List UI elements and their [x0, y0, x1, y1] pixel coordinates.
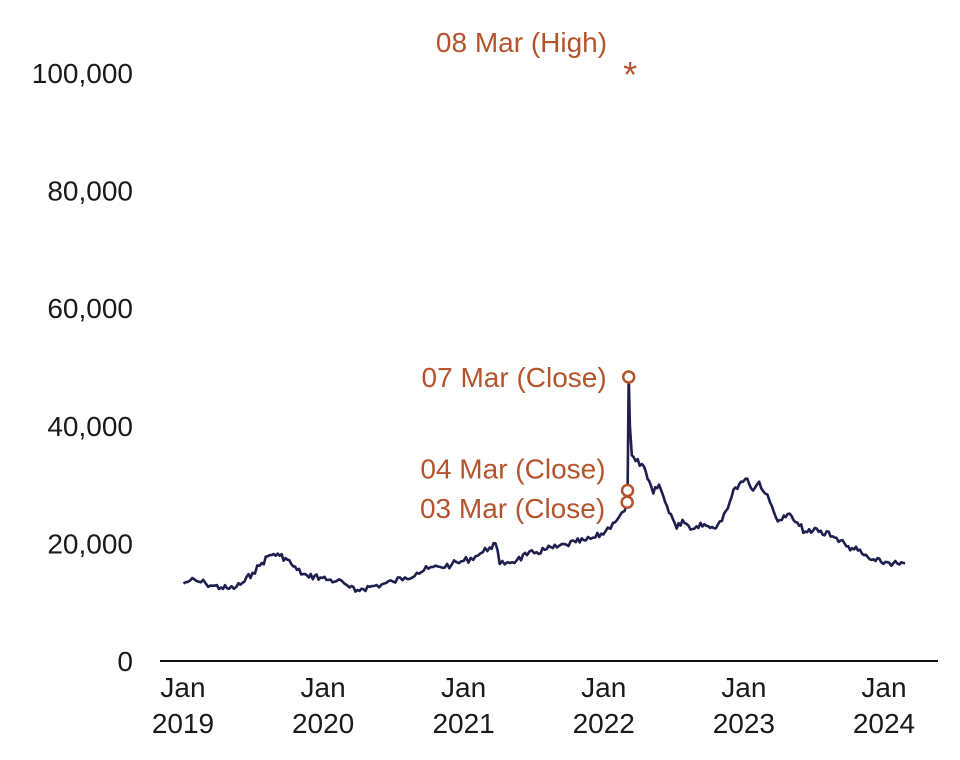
x-tick-label-year: 2021 — [432, 708, 494, 739]
x-tick-label-month: Jan — [861, 672, 906, 703]
x-tick-label-year: 2020 — [292, 708, 354, 739]
annotation-marker-circle — [620, 483, 635, 498]
annotation-label: 03 Mar (Close) — [420, 493, 605, 524]
y-tick-label: 0 — [117, 646, 133, 677]
x-tick-label-month: Jan — [581, 672, 626, 703]
annotations: * 08 Mar (High) 07 Mar (Close) 04 Mar (Clos… — [420, 27, 637, 524]
x-tick-label-year: 2024 — [853, 708, 915, 739]
annotation-label: 08 Mar (High) — [436, 27, 607, 58]
annotation-label: 04 Mar (Close) — [420, 453, 605, 484]
x-axis-tick-labels: Jan 2019 Jan 2020 Jan 2021 Jan 2022 Jan 2023 Jan 20… — [152, 672, 915, 739]
y-tick-label: 100,000 — [32, 58, 133, 89]
price-series-line — [182, 375, 906, 593]
x-tick-label-year: 2022 — [573, 708, 635, 739]
x-tick-label-month: Jan — [721, 672, 766, 703]
annotation-marker-circle — [621, 370, 636, 384]
annotation-label: 07 Mar (Close) — [422, 362, 607, 393]
annotation-marker-circle — [620, 495, 634, 509]
y-tick-label: 60,000 — [47, 293, 133, 324]
y-tick-label: 20,000 — [47, 528, 133, 559]
x-tick-label-year: 2019 — [152, 708, 214, 739]
x-tick-label-year: 2023 — [713, 708, 775, 739]
x-tick-label-month: Jan — [441, 672, 486, 703]
x-tick-label-month: Jan — [160, 672, 205, 703]
x-tick-label-month: Jan — [301, 672, 346, 703]
y-axis-tick-labels: 0 20,000 40,000 60,000 80,000 100,000 — [32, 58, 133, 677]
y-tick-label: 80,000 — [47, 176, 133, 207]
y-tick-label: 40,000 — [47, 411, 133, 442]
annotation-marker-asterisk: * — [623, 54, 637, 95]
